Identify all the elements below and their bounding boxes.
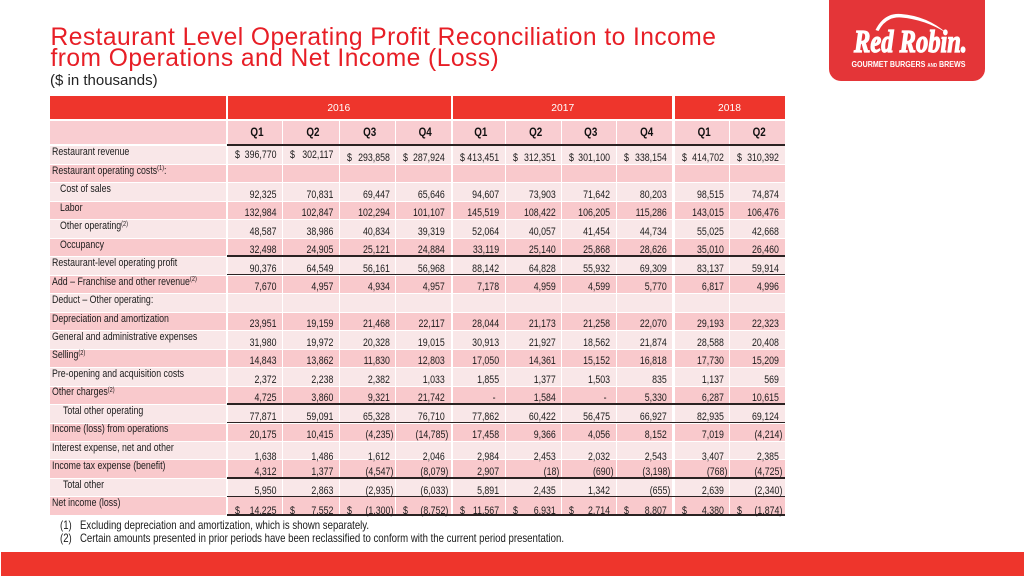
svg-text:GOURMET BURGERS AND BREWS: GOURMET BURGERS AND BREWS [852,60,967,69]
svg-text:Red Robin.: Red Robin. [853,23,967,59]
